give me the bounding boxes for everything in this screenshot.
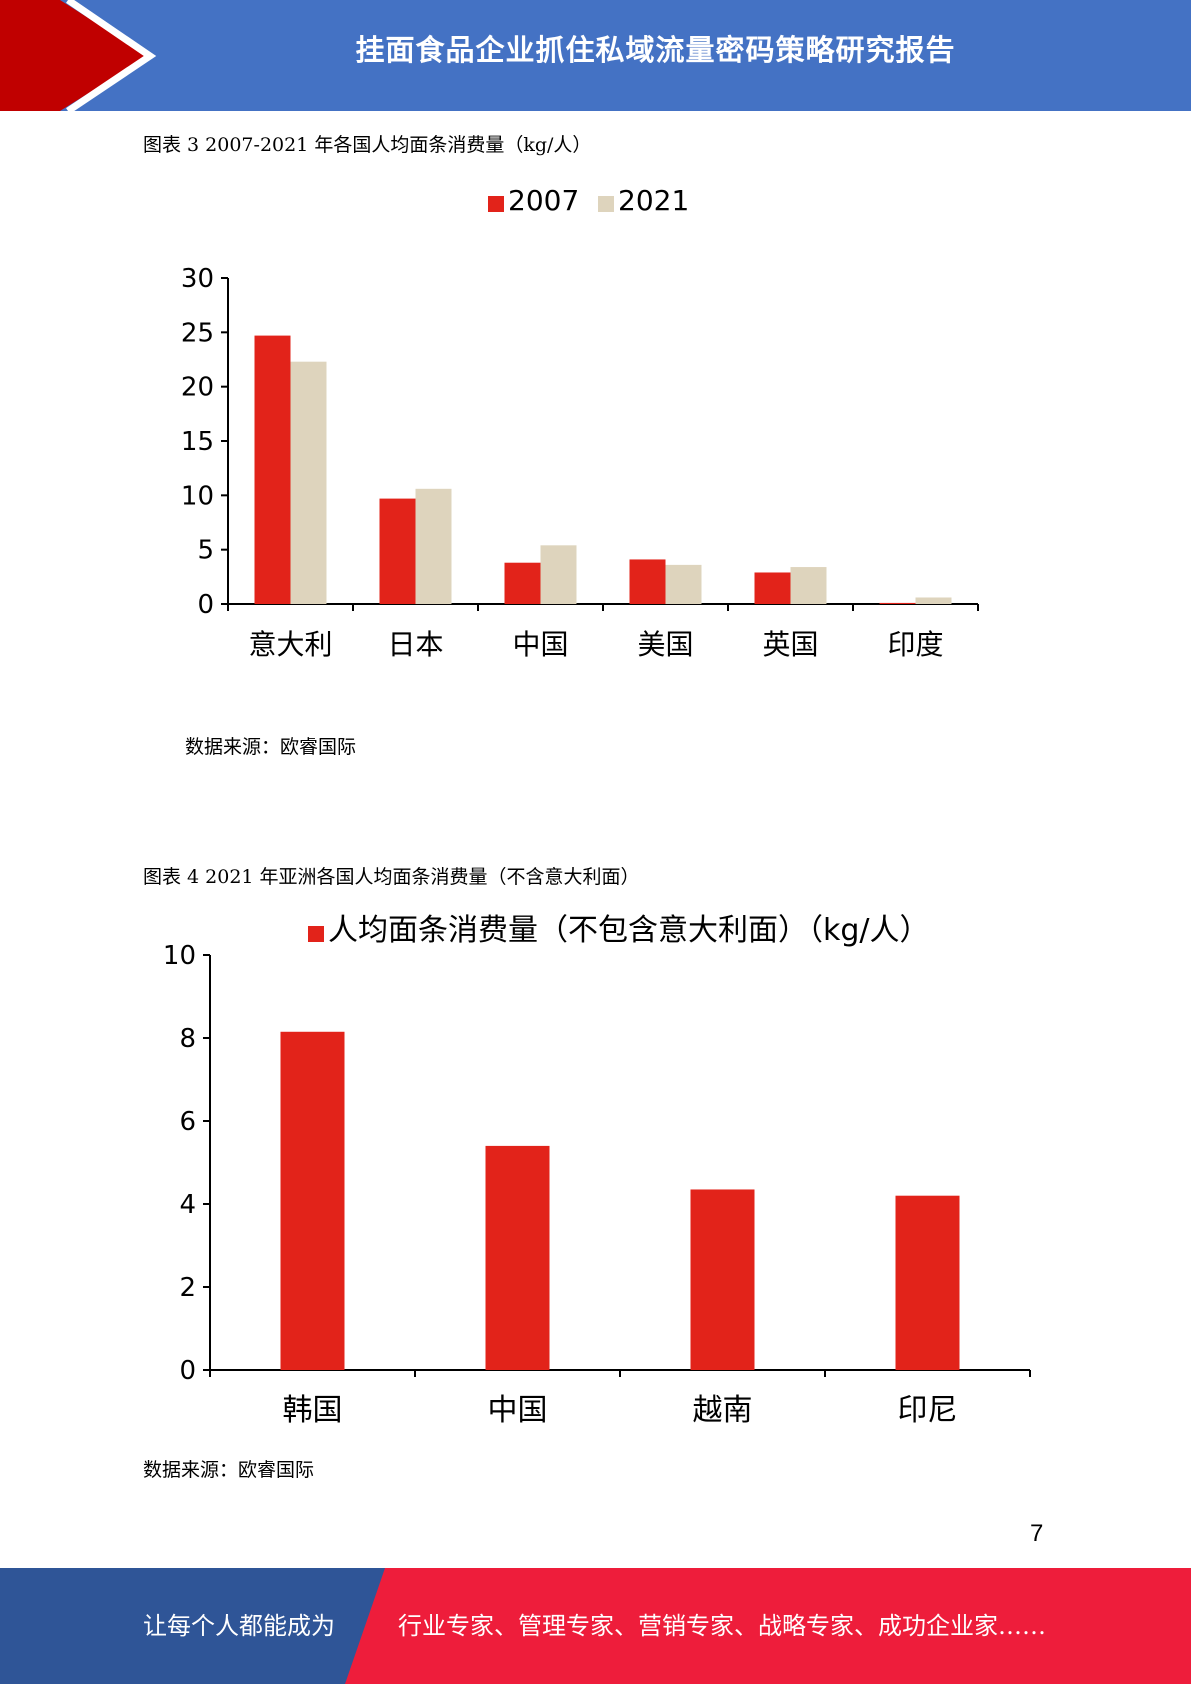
y-tick-label: 2 <box>179 1273 196 1303</box>
figure3-chart: 2007 2021 0 5 10 15 20 25 30 意大利 日本 中国 美国 英国 印度 <box>0 180 1191 680</box>
legend-swatch-1 <box>598 196 614 212</box>
bar-2021-3 <box>665 564 702 604</box>
legend-label-0: 2007 <box>508 184 579 217</box>
bar-2021-4 <box>790 567 827 604</box>
bar-2021-2 <box>540 545 577 604</box>
x-category-label: 美国 <box>637 628 693 661</box>
y-tick-label: 0 <box>179 1356 196 1386</box>
y-tick-label: 25 <box>181 318 214 348</box>
x-category-label: 印度 <box>887 628 943 661</box>
y-tick-label: 20 <box>181 373 214 403</box>
figure4-source: 数据来源：欧睿国际 <box>143 1459 315 1481</box>
x-category-label: 越南 <box>693 1393 753 1428</box>
y-tick-label: 4 <box>179 1190 196 1220</box>
legend-swatch-0 <box>488 196 504 212</box>
figure3-caption: 图表 3 2007-2021 年各国人均面条消费量（kg/人） <box>143 134 592 156</box>
footer-slogan-left: 让每个人都能成为 <box>143 1612 335 1640</box>
x-category-label: 印尼 <box>898 1393 958 1428</box>
bar-2007-0 <box>254 335 291 604</box>
y-tick-label: 8 <box>179 1024 196 1054</box>
bar-kg-0 <box>280 1031 345 1370</box>
legend-label-0: 人均面条消费量（不包含意大利面）（kg/人） <box>328 913 930 948</box>
y-tick-label: 0 <box>197 590 214 620</box>
x-category-label: 意大利 <box>248 628 332 661</box>
bar-2007-2 <box>504 562 541 604</box>
x-category-label: 日本 <box>387 628 443 661</box>
legend-label-1: 2021 <box>618 184 689 217</box>
bar-2007-4 <box>754 572 791 604</box>
header-arrow-decoration <box>0 0 157 111</box>
bar-2021-1 <box>415 488 452 604</box>
footer-slogan-right: 行业专家、管理专家、营销专家、战略专家、成功企业家…… <box>398 1612 1046 1640</box>
x-category-label: 韩国 <box>283 1393 343 1428</box>
x-category-label: 中国 <box>512 628 568 661</box>
figure4-chart: 人均面条消费量（不包含意大利面）（kg/人） 0 2 4 6 8 10 韩国 中国 越南 印尼 <box>0 905 1191 1445</box>
x-category-label: 英国 <box>762 628 818 661</box>
figure4-caption: 图表 4 2021 年亚洲各国人均面条消费量（不含意大利面） <box>143 866 640 888</box>
bar-kg-2 <box>690 1189 755 1370</box>
footer-background <box>0 1568 1191 1684</box>
y-tick-label: 15 <box>181 427 214 457</box>
page-number: 7 <box>1030 1520 1044 1547</box>
report-title: 挂面食品企业抓住私域流量密码策略研究报告 <box>355 33 956 67</box>
figure4-chart-svg: 人均面条消费量（不包含意大利面）（kg/人） 0 2 4 6 8 10 韩国 中国 越南 印尼 <box>163 913 1031 1428</box>
figure3-source: 数据来源：欧睿国际 <box>185 736 357 758</box>
bar-2021-0 <box>290 361 327 604</box>
bar-2021-5 <box>915 597 952 604</box>
y-tick-label: 10 <box>181 481 214 511</box>
y-tick-label: 6 <box>179 1107 196 1137</box>
report-header: 挂面食品企业抓住私域流量密码策略研究报告 <box>0 0 1191 111</box>
y-tick-label: 10 <box>163 941 196 971</box>
figure3-chart-svg: 2007 2021 0 5 10 15 20 25 30 意大利 日本 中国 美国 英国 印度 <box>181 184 979 661</box>
page-footer: 让每个人都能成为 行业专家、管理专家、营销专家、战略专家、成功企业家…… <box>0 1568 1191 1684</box>
bar-2007-5 <box>879 602 916 604</box>
legend-swatch-0 <box>308 926 324 942</box>
bar-kg-3 <box>895 1195 960 1370</box>
y-tick-label: 5 <box>197 536 214 566</box>
x-category-label: 中国 <box>488 1393 548 1428</box>
y-tick-label: 30 <box>181 264 214 294</box>
bar-2007-3 <box>629 559 666 604</box>
bar-kg-1 <box>485 1145 550 1370</box>
bar-2007-1 <box>379 498 416 604</box>
